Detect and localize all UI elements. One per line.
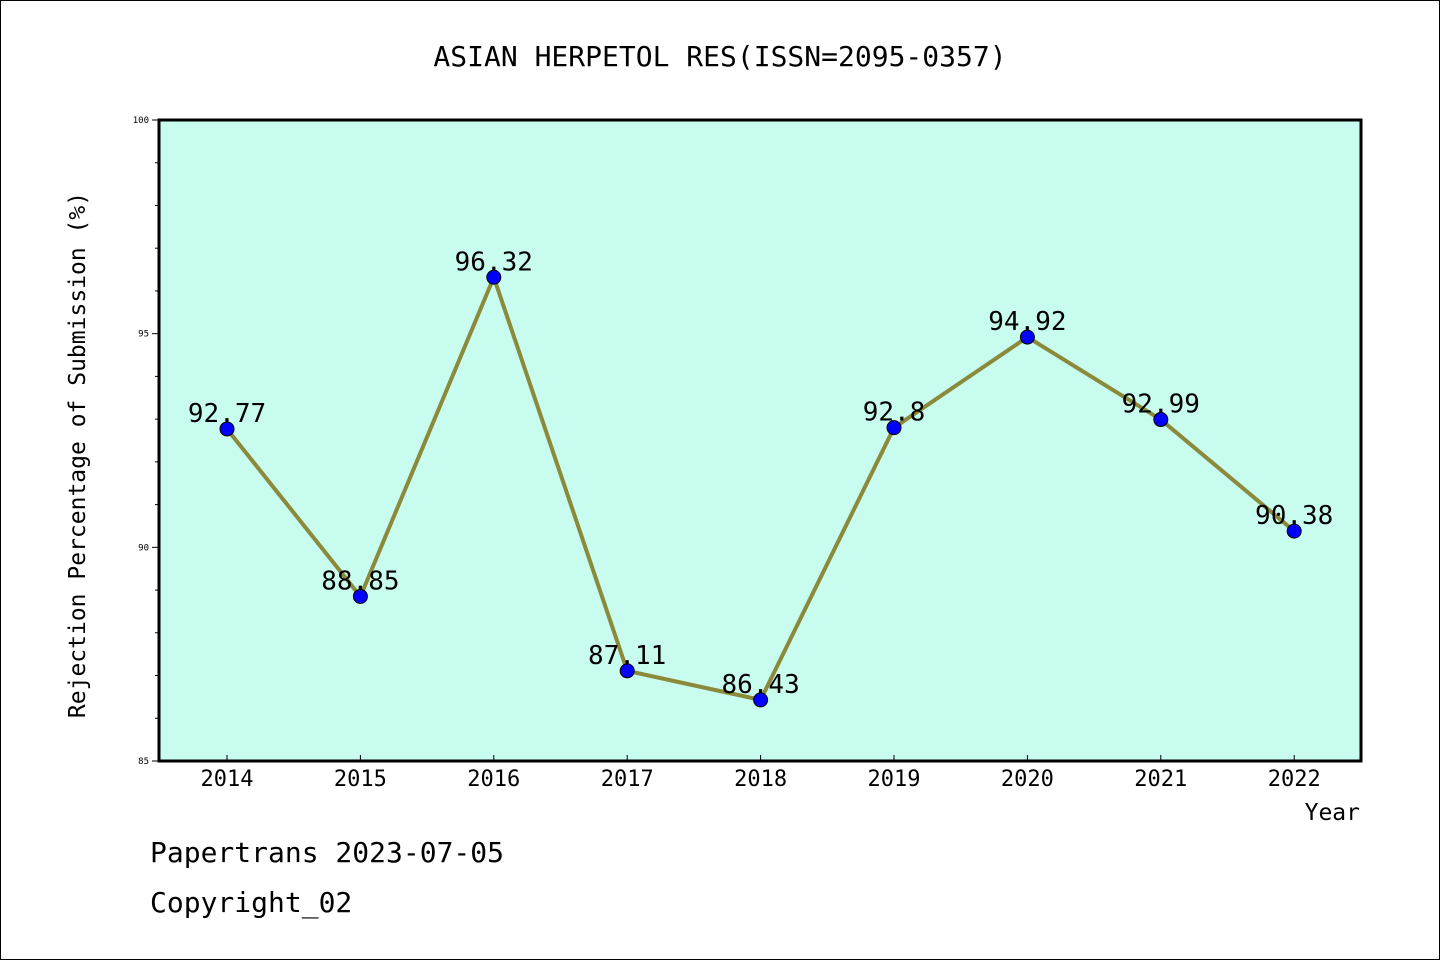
plot-area [157, 118, 1363, 763]
data-label: 88.85 [321, 566, 399, 596]
data-point [1019, 329, 1035, 345]
data-label: 94.92 [988, 307, 1066, 337]
x-tick-label: 2015 [334, 767, 387, 792]
data-point [1153, 412, 1169, 428]
x-tick-label: 2014 [201, 767, 254, 792]
data-point [219, 421, 235, 437]
footer-copyright-line: Copyright_02 [150, 886, 353, 919]
data-label: 86.43 [721, 670, 799, 700]
y-tick-label: 90 [138, 543, 149, 553]
y-tick-label: 100 [133, 116, 149, 126]
data-label: 92.8 [863, 398, 926, 428]
x-tick-label: 2020 [1001, 767, 1054, 792]
x-tick-label: 2017 [601, 767, 654, 792]
data-label: 87.11 [588, 641, 666, 671]
data-point [886, 420, 902, 436]
x-tick-label: 2022 [1268, 767, 1321, 792]
x-tick-label: 2018 [734, 767, 787, 792]
x-tick-label: 2019 [868, 767, 921, 792]
x-axis-label: Year [1305, 800, 1360, 826]
data-label: 92.99 [1122, 390, 1200, 420]
x-tick-label: 2021 [1134, 767, 1187, 792]
data-point [753, 692, 769, 708]
y-axis-label: Rejection Percentage of Submission (%) [65, 192, 91, 718]
data-point [352, 588, 368, 604]
series-layer: 92.77 88.85 96.32 87.11 86.43 92.8 94.92 92.99 9… [188, 247, 1333, 708]
x-tick-label: 2016 [467, 767, 520, 792]
y-tick-label: 85 [138, 757, 149, 767]
data-label: 90.38 [1255, 501, 1333, 531]
data-point [619, 663, 635, 679]
data-label: 92.77 [188, 399, 266, 429]
y-tick-label: 95 [138, 330, 149, 340]
footer-date-line: Papertrans 2023-07-05 [150, 836, 505, 869]
data-point [1286, 523, 1302, 539]
chart-title: ASIAN HERPETOL RES(ISSN=2095-0357) [433, 40, 1006, 73]
axis-ticks: 85 90 95 100 2014 2015 2016 2017 2018 2019 2020 202… [133, 116, 1321, 792]
data-label: 96.32 [455, 247, 533, 277]
data-point [486, 269, 502, 285]
